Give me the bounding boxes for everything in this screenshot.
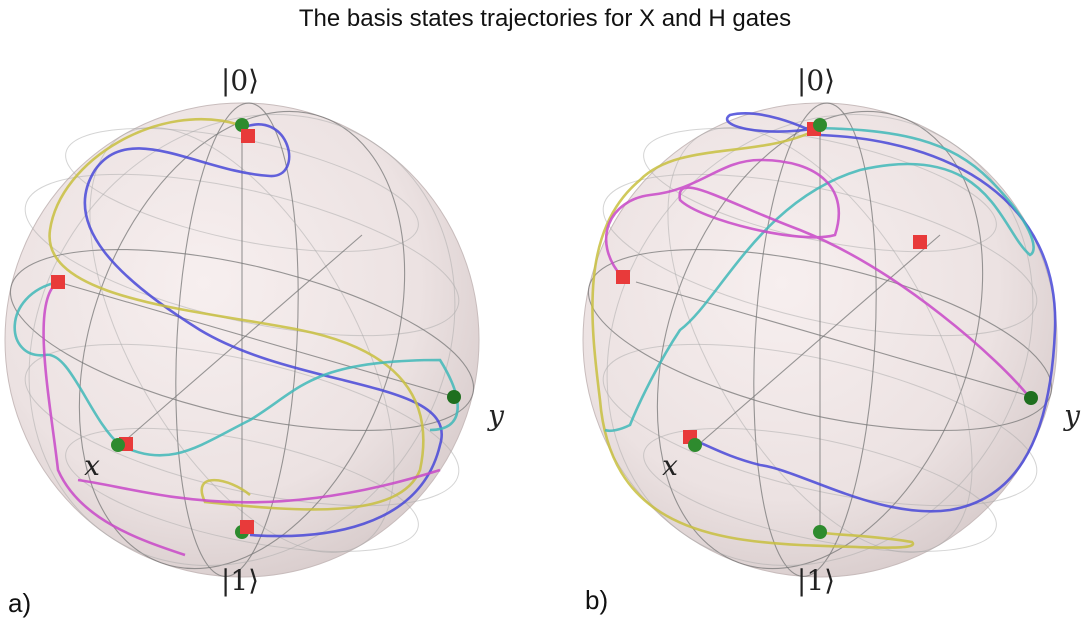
figure: The basis states trajectories for X and … (0, 0, 1089, 619)
axis-label: |0⟩ (797, 64, 835, 97)
state-point (616, 270, 630, 284)
bloch-sphere (520, 31, 1089, 619)
state-point (1024, 391, 1038, 405)
axis-label: y (486, 399, 505, 432)
state-point (913, 235, 927, 249)
state-point (51, 275, 65, 289)
axis-label: x (84, 449, 100, 482)
state-point (688, 438, 702, 452)
panel-label: a) (8, 588, 31, 618)
state-point (447, 390, 461, 404)
state-point (813, 525, 827, 539)
axis-label: |1⟩ (797, 564, 835, 597)
state-point (240, 520, 254, 534)
state-point (813, 118, 827, 132)
state-point (111, 438, 125, 452)
axis-label: x (662, 449, 678, 482)
title: The basis states trajectories for X and … (299, 5, 791, 32)
state-point (241, 129, 255, 143)
axis-label: |0⟩ (221, 64, 259, 97)
axis-label: y (1062, 399, 1081, 432)
panel-label: b) (585, 585, 608, 615)
axis-label: |1⟩ (221, 564, 259, 597)
